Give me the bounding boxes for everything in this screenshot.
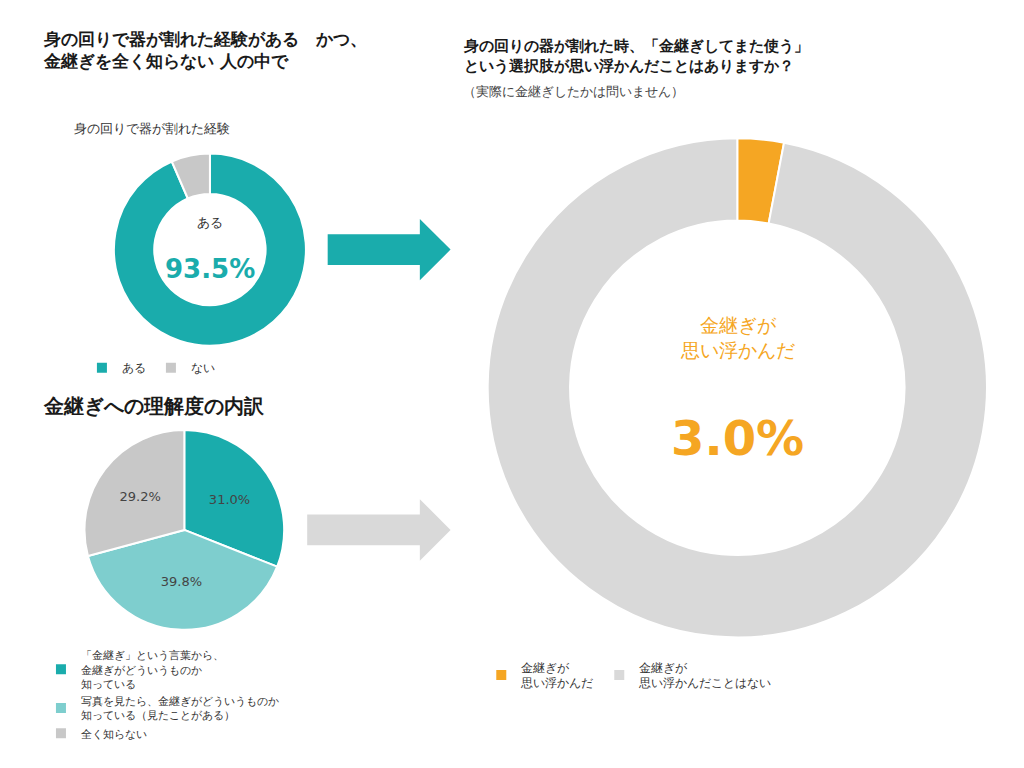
svg-text:39.8%: 39.8% [161, 574, 202, 589]
svg-text:「金継ぎ」という言葉から、金継ぎがどういうものか知っている: 「金継ぎ」という言葉から、金継ぎがどういうものか知っている [81, 649, 224, 691]
svg-text:金継ぎへの理解度の内訳: 金継ぎへの理解度の内訳 [43, 394, 265, 418]
svg-text:29.2%: 29.2% [119, 489, 160, 504]
svg-text:身の回りで器が割れた経験: 身の回りで器が割れた経験 [74, 121, 230, 136]
svg-text:金継ぎが思い浮かんだ: 金継ぎが思い浮かんだ [680, 314, 795, 361]
svg-text:身の回りで器が割れた経験がある かつ、金継ぎを全く知らない: 身の回りで器が割れた経験がある かつ、金継ぎを全く知らない 人の中で [43, 29, 367, 71]
svg-text:金継ぎが思い浮かんだ: 金継ぎが思い浮かんだ [520, 661, 593, 691]
svg-text:ない: ない [191, 361, 215, 375]
svg-text:ある: ある [197, 215, 223, 230]
svg-text:写真を見たら、金継ぎがどういうものか知っている（見たことがあ: 写真を見たら、金継ぎがどういうものか知っている（見たことがある） [81, 695, 279, 722]
svg-text:金継ぎが思い浮かんだことはない: 金継ぎが思い浮かんだことはない [638, 661, 771, 691]
svg-text:身の回りの器が割れた時、「金継ぎしてまた使う」という選択肢が: 身の回りの器が割れた時、「金継ぎしてまた使う」という選択肢が思い浮かんだことはあ… [463, 37, 809, 75]
svg-text:3.0%: 3.0% [671, 410, 804, 466]
svg-text:（実際に金継ぎしたかは問いません）: （実際に金継ぎしたかは問いません） [463, 84, 684, 99]
svg-text:ある: ある [122, 361, 146, 375]
svg-text:93.5%: 93.5% [165, 254, 255, 284]
svg-text:全く知らない: 全く知らない [81, 728, 147, 741]
svg-text:31.0%: 31.0% [209, 492, 250, 507]
